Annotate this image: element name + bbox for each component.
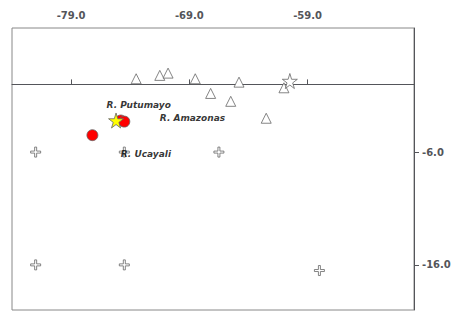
svg-text:-6.0: -6.0: [422, 147, 444, 158]
svg-text:-69.0: -69.0: [175, 10, 204, 21]
svg-text:R. Ucayali: R. Ucayali: [121, 149, 172, 159]
svg-text:R. Putumayo: R. Putumayo: [107, 100, 171, 110]
svg-text:-59.0: -59.0: [293, 10, 322, 21]
svg-text:R. Amazonas: R. Amazonas: [160, 113, 226, 123]
svg-text:-16.0: -16.0: [422, 259, 451, 270]
svg-text:-79.0: -79.0: [57, 10, 86, 21]
